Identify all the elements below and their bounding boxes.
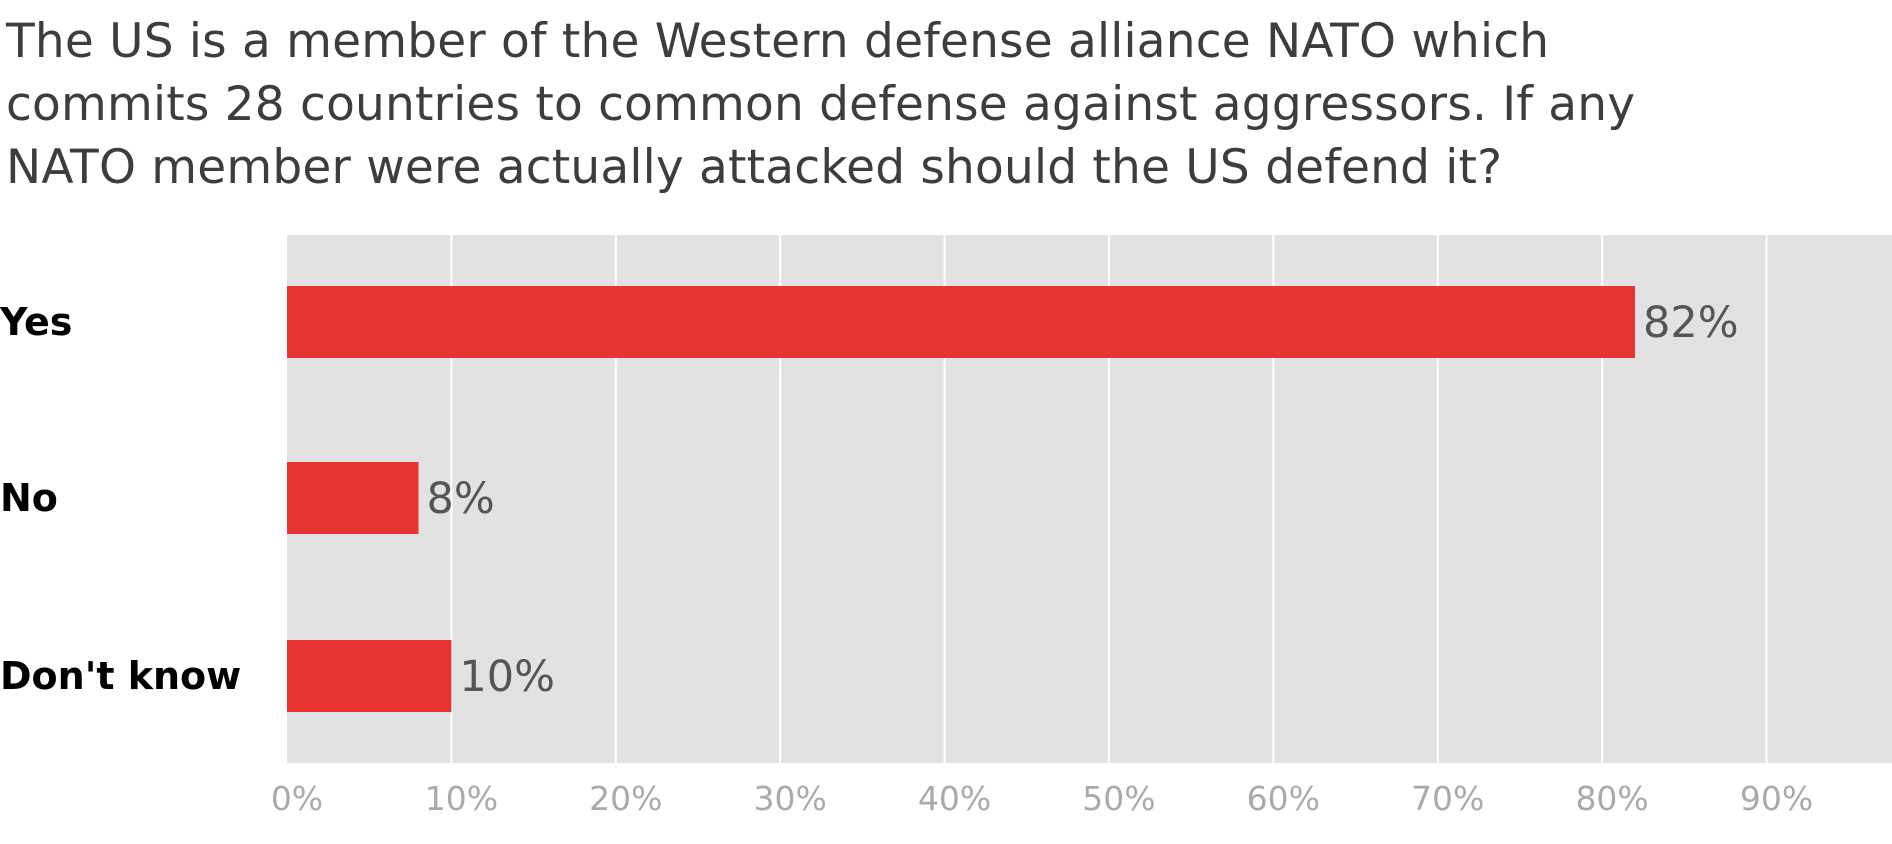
x-axis-ticks: 0% 10% 20% 30% 40% 50% 60% 70% 80% 90% <box>271 779 1813 818</box>
chart-title: The US is a member of the Western defens… <box>6 14 1636 195</box>
bar-don-t-know <box>287 640 452 712</box>
bar-no <box>287 462 419 534</box>
x-tick-label-40: 40% <box>918 779 991 818</box>
x-tick-label-60: 60% <box>1247 779 1320 818</box>
labels: 82% Yes 8% No 10% Don't know <box>0 298 1739 702</box>
x-tick-label-10: 10% <box>425 779 498 818</box>
x-tick-label-0: 0% <box>271 779 323 818</box>
category-label-yes: Yes <box>0 300 72 344</box>
x-tick-label-80: 80% <box>1575 779 1648 818</box>
value-label-no: 8% <box>427 474 495 524</box>
bars <box>287 286 1635 712</box>
value-label-yes: 82% <box>1643 298 1739 348</box>
x-tick-label-20: 20% <box>589 779 662 818</box>
bar-yes <box>287 286 1635 358</box>
x-tick-label-90: 90% <box>1740 779 1813 818</box>
x-tick-label-30: 30% <box>753 779 826 818</box>
category-label-don-t-know: Don't know <box>0 654 241 698</box>
value-label-don-t-know: 10% <box>459 652 555 702</box>
category-label-no: No <box>0 476 58 520</box>
x-tick-label-70: 70% <box>1411 779 1484 818</box>
x-tick-label-50: 50% <box>1082 779 1155 818</box>
